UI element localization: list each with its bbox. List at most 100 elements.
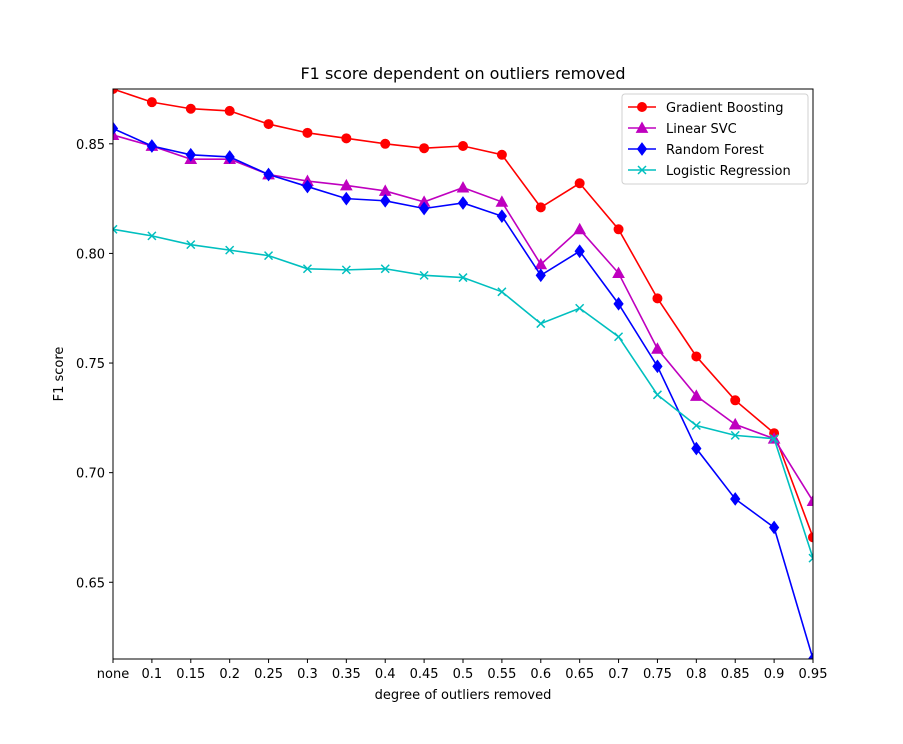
data-point: [113, 128, 120, 140]
data-point: [691, 351, 702, 362]
x-axis-title: degree of outliers removed: [375, 688, 552, 703]
y-tick-label: 0.70: [76, 467, 105, 482]
x-tick-label: 0.25: [254, 667, 283, 682]
data-point: [574, 178, 585, 189]
data-point: [380, 193, 391, 208]
data-point: [302, 264, 312, 274]
data-point: [225, 245, 235, 255]
legend-item-random-forest: Random Forest: [628, 142, 764, 158]
y-tick-label: 0.85: [76, 138, 105, 153]
data-point: [808, 553, 813, 563]
y-tick-label: 0.80: [76, 247, 105, 262]
series-random-forest: [113, 121, 813, 659]
legend-item-gradient-boosting: Gradient Boosting: [628, 101, 784, 116]
data-point: [264, 251, 274, 261]
data-point: [614, 332, 624, 342]
data-point: [535, 202, 546, 213]
data-point: [651, 342, 664, 354]
data-point: [574, 244, 585, 259]
data-point: [730, 395, 741, 406]
x-tick-label: 0.85: [721, 667, 750, 682]
x-tick-label: 0.4: [375, 667, 396, 682]
data-point: [652, 390, 662, 400]
data-point: [535, 268, 546, 283]
data-point: [263, 167, 274, 182]
data-point: [691, 441, 702, 456]
series-linear-svc: [113, 128, 813, 507]
data-point: [495, 195, 509, 207]
data-point: [302, 127, 313, 138]
data-point: [689, 389, 703, 401]
data-point: [768, 520, 780, 535]
data-point: [808, 532, 813, 543]
data-point: [339, 178, 353, 191]
data-point: [456, 181, 470, 193]
data-point: [146, 139, 158, 153]
data-point: [113, 121, 119, 136]
x-tick-label: 0.5: [453, 667, 474, 682]
data-point: [691, 420, 701, 431]
data-point: [807, 652, 813, 659]
data-point: [147, 231, 157, 241]
x-tick-label: 0.75: [643, 667, 672, 682]
x-tick-label: 0.1: [142, 667, 163, 682]
data-point: [458, 273, 468, 283]
data-point: [613, 224, 624, 235]
data-point: [496, 149, 507, 160]
data-point: [613, 297, 624, 311]
data-point: [458, 141, 468, 151]
legend-label: Linear SVC: [666, 122, 737, 137]
data-point: [186, 240, 196, 250]
y-axis-title: F1 score: [52, 347, 67, 402]
data-point: [612, 266, 625, 279]
data-point: [728, 417, 742, 430]
data-point: [341, 191, 352, 206]
x-tick-label: 0.95: [799, 667, 828, 682]
legend-marker: [637, 102, 647, 112]
legend-marker: [637, 165, 647, 175]
data-point: [573, 222, 587, 235]
x-tick-label: 0.8: [686, 667, 707, 682]
legend: Gradient Boosting Linear SVC Random Forest…: [621, 93, 809, 185]
data-point: [380, 138, 391, 149]
y-tick-label: 0.75: [76, 357, 105, 372]
data-point: [341, 133, 352, 144]
data-point: [380, 264, 390, 274]
data-point: [263, 119, 274, 130]
legend-label: Logistic Regression: [666, 164, 791, 179]
data-point: [224, 150, 235, 164]
chart-title: F1 score dependent on outliers removed: [300, 64, 625, 83]
x-tick-label: 0.35: [332, 667, 361, 682]
data-point: [224, 105, 235, 116]
data-point: [302, 179, 313, 194]
x-tick-label: 0.2: [219, 667, 240, 682]
x-tick-label: 0.3: [297, 667, 318, 682]
series-line-logistic-regression: [113, 228, 813, 559]
data-point: [652, 359, 663, 374]
data-point: [806, 494, 813, 507]
data-point: [575, 303, 585, 313]
legend-item-linear-svc: Linear SVC: [628, 121, 737, 137]
data-point: [341, 265, 351, 275]
x-tick-label: 0.55: [487, 667, 516, 682]
data-point: [419, 143, 430, 154]
data-point: [113, 89, 118, 94]
data-point: [418, 201, 430, 216]
data-point: [769, 434, 779, 444]
data-point: [113, 224, 118, 234]
series-logistic-regression: [113, 224, 813, 563]
y-tick-label: 0.65: [76, 576, 105, 591]
x-tick-label: none: [97, 667, 129, 682]
data-point: [185, 147, 196, 162]
series-layer: [113, 89, 813, 659]
x-tick-label: 0.7: [608, 667, 629, 682]
x-tick-label: 0.45: [410, 667, 439, 682]
data-point: [730, 492, 741, 506]
data-point: [497, 287, 507, 297]
data-point: [730, 430, 740, 440]
x-tick-label: 0.65: [565, 667, 594, 682]
data-point: [185, 103, 196, 114]
legend-item-logistic-regression: Logistic Regression: [628, 164, 791, 179]
